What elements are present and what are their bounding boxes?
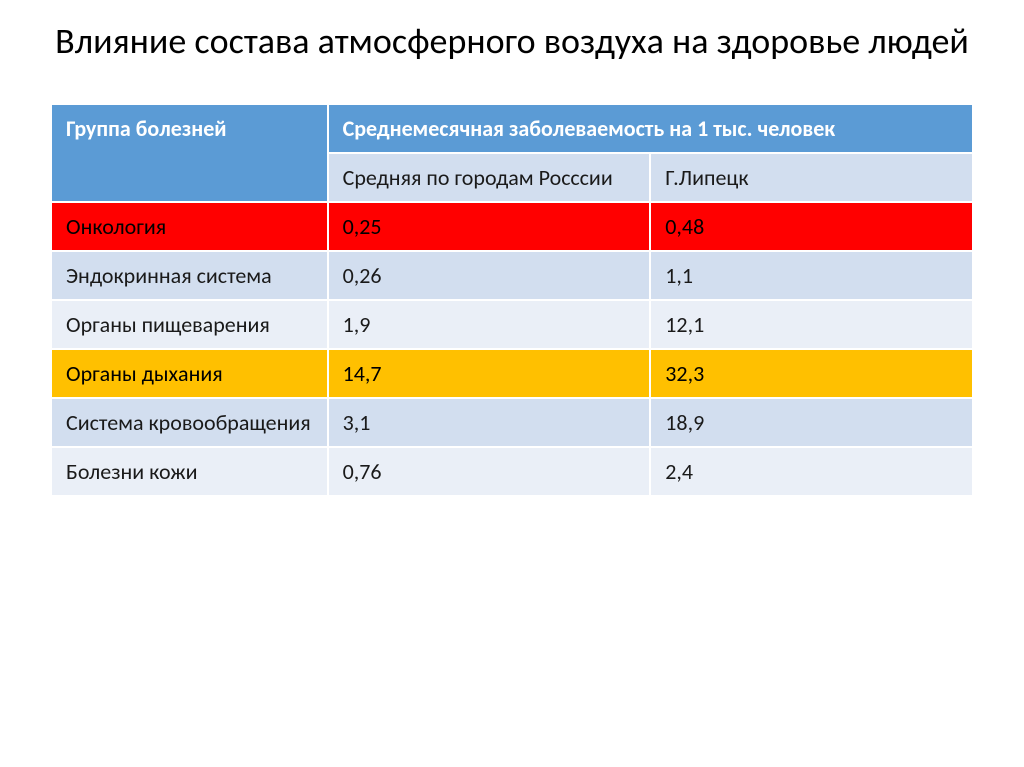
row-label: Онкология bbox=[51, 202, 328, 251]
subheader-col3: Г.Липецк bbox=[650, 153, 973, 202]
header-col2-span: Среднемесячная заболеваемость на 1 тыс. … bbox=[328, 104, 973, 153]
row-value-1: 14,7 bbox=[328, 349, 651, 398]
row-value-2: 18,9 bbox=[650, 398, 973, 447]
table-row: Эндокринная система0,261,1 bbox=[51, 251, 973, 300]
row-value-2: 12,1 bbox=[650, 300, 973, 349]
row-value-1: 1,9 bbox=[328, 300, 651, 349]
row-value-2: 32,3 bbox=[650, 349, 973, 398]
row-label: Система кровообращения bbox=[51, 398, 328, 447]
table-header-row: Группа болезней Среднемесячная заболевае… bbox=[51, 104, 973, 153]
page-title: Влияние состава атмосферного воздуха на … bbox=[50, 20, 974, 63]
table-row: Онкология0,250,48 bbox=[51, 202, 973, 251]
table-row: Органы пищеварения1,912,1 bbox=[51, 300, 973, 349]
row-label: Органы пищеварения bbox=[51, 300, 328, 349]
header-col1: Группа болезней bbox=[51, 104, 328, 202]
subheader-col2: Средняя по городам Росссии bbox=[328, 153, 651, 202]
row-value-2: 0,48 bbox=[650, 202, 973, 251]
data-table: Группа болезней Среднемесячная заболевае… bbox=[50, 103, 974, 497]
row-label: Болезни кожи bbox=[51, 447, 328, 496]
row-value-2: 1,1 bbox=[650, 251, 973, 300]
row-value-1: 0,26 bbox=[328, 251, 651, 300]
row-value-1: 3,1 bbox=[328, 398, 651, 447]
table-row: Болезни кожи0,762,4 bbox=[51, 447, 973, 496]
row-value-1: 0,25 bbox=[328, 202, 651, 251]
row-value-2: 2,4 bbox=[650, 447, 973, 496]
row-value-1: 0,76 bbox=[328, 447, 651, 496]
table-row: Система кровообращения3,118,9 bbox=[51, 398, 973, 447]
row-label: Органы дыхания bbox=[51, 349, 328, 398]
row-label: Эндокринная система bbox=[51, 251, 328, 300]
table-row: Органы дыхания14,732,3 bbox=[51, 349, 973, 398]
